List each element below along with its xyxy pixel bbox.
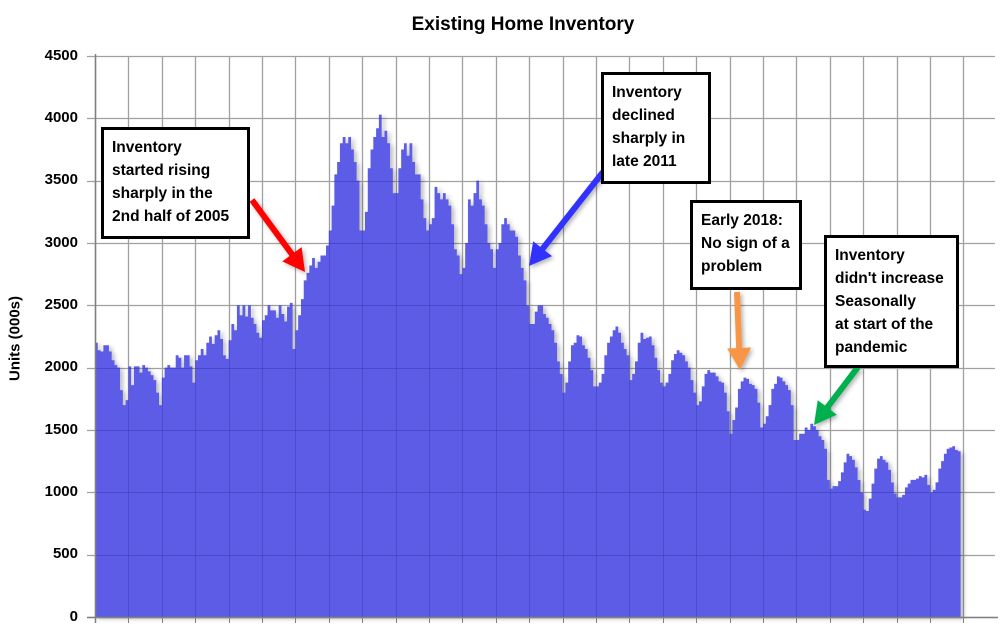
- y-tick-label: 4500: [44, 47, 78, 64]
- y-tick-label: 2500: [44, 296, 78, 313]
- y-tick-label: 3000: [44, 234, 78, 251]
- x-axis: [87, 54, 998, 623]
- callout-early-2018: Early 2018: No sign of a problem: [690, 200, 802, 290]
- red-arrow-icon: [249, 198, 305, 272]
- callout-pandemic: Inventory didn't increase Seasonally at …: [824, 235, 959, 368]
- y-tick-label: 1000: [44, 483, 78, 500]
- y-tick-label: 2000: [44, 358, 78, 375]
- chart-title: Existing Home Inventory: [411, 14, 635, 35]
- callout-line: sharply in the: [112, 185, 213, 202]
- callout-line: Inventory: [612, 84, 682, 101]
- y-tick-label: 3500: [44, 171, 78, 188]
- callout-line: didn't increase: [835, 270, 944, 287]
- callout-line: started rising: [112, 162, 211, 179]
- blue-arrow-icon: [529, 170, 606, 266]
- y-tick-label: 1500: [44, 421, 78, 438]
- orange-arrow-icon: [727, 291, 752, 370]
- callout-line: Seasonally: [835, 293, 916, 310]
- callout-line: late 2011: [612, 153, 677, 170]
- green-arrow-icon: [814, 365, 861, 425]
- callout-rising-2005: Inventory started rising sharply in the …: [101, 127, 250, 239]
- y-tick-label: 0: [69, 608, 78, 625]
- y-tick-label: 4000: [44, 109, 78, 126]
- callout-line: Inventory: [112, 139, 182, 156]
- callout-line: declined: [612, 107, 675, 124]
- callout-declined-2011: Inventory declined sharply in late 2011: [601, 72, 711, 184]
- callout-line: at start of the: [835, 316, 934, 333]
- callout-line: sharply in: [612, 130, 686, 147]
- callout-line: Early 2018:: [701, 212, 783, 229]
- callout-line: pandemic: [835, 339, 908, 356]
- callout-line: Inventory: [835, 247, 905, 264]
- callout-line: No sign of a: [701, 235, 790, 252]
- y-tick-label: 500: [52, 545, 78, 562]
- callout-arrows: [249, 170, 861, 425]
- callout-line: 2nd half of 2005: [112, 208, 230, 225]
- callout-line: problem: [701, 258, 763, 275]
- bar-series: [95, 114, 961, 617]
